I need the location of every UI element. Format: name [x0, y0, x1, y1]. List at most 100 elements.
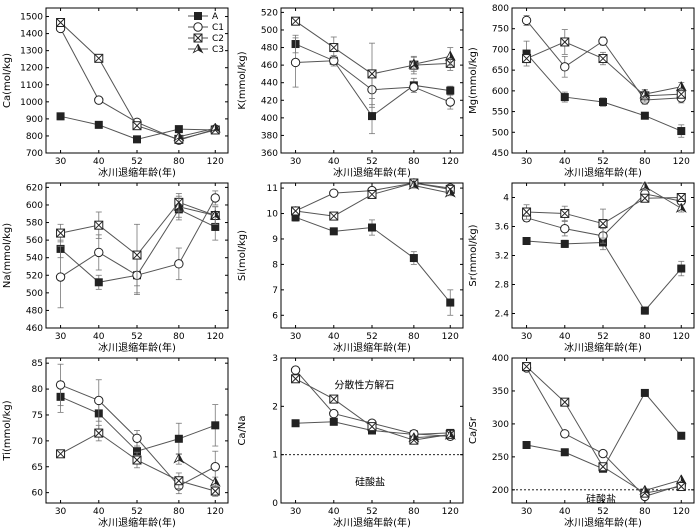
marker-C2: [132, 455, 142, 465]
x-tick-label: 80: [173, 157, 185, 167]
x-tick-label: 80: [408, 507, 420, 517]
marker-C1: [521, 15, 532, 26]
marker-A: [640, 388, 649, 397]
y-axis-label: Ca/Na: [237, 415, 248, 445]
y-tick-label: 520: [26, 271, 43, 281]
x-tick-label: 120: [673, 332, 690, 342]
marker-C2-diag2: [174, 476, 184, 486]
y-tick-label: 75: [32, 411, 43, 421]
y-tick-label: 400: [261, 114, 278, 124]
marker-C2-diag2: [367, 69, 377, 79]
x-tick-label: 30: [521, 332, 533, 342]
y-tick-label: 500: [492, 128, 509, 138]
marker-C2: [560, 208, 570, 218]
panel-ti: 60 65 70 75 80 85 30 40 52 80 120 冰川退缩年龄(年) Ti(mmol/…: [2, 357, 229, 529]
x-tick-label: 40: [328, 332, 340, 342]
marker-A: [211, 421, 220, 430]
x-tick-label: 30: [290, 332, 302, 342]
y-tick-label: 350: [492, 387, 509, 397]
marker-C2: [132, 121, 142, 131]
marker-C2: [291, 16, 301, 26]
x-tick-label: 80: [408, 332, 420, 342]
marker-A: [446, 86, 455, 95]
x-tick-label: 40: [559, 332, 571, 342]
series-line-C1: [295, 60, 451, 103]
x-tick-label: 120: [673, 507, 690, 517]
legend-label-C2: C2: [212, 34, 224, 44]
marker-C2-diag2: [598, 54, 608, 63]
y-tick-label: 540: [26, 254, 43, 264]
y-tick-label: 11: [267, 184, 278, 194]
y-axis-label: Na(mmol/kg): [2, 223, 13, 288]
marker-A: [522, 237, 531, 245]
marker-C2: [522, 207, 532, 217]
legend-label-C1: C1: [212, 23, 224, 33]
panel-mg: 450 500 550 600 650 700 750 800 30 40 52 80 120 冰川退缩年…: [468, 4, 695, 179]
marker-C2: [132, 250, 142, 260]
marker-C1: [132, 433, 142, 443]
marker-C2-diag2: [560, 37, 570, 47]
y-tick-label: 1300: [20, 47, 43, 57]
y-tick-label: 4: [503, 194, 509, 204]
marker-C1: [598, 448, 608, 459]
y-tick-label: 10: [267, 210, 279, 220]
plot-frame: [511, 182, 695, 329]
x-tick-label: 52: [131, 507, 142, 517]
x-tick-label: 30: [521, 157, 533, 167]
y-tick-label: 550: [492, 108, 509, 118]
marker-C3: [680, 81, 687, 92]
marker-C1: [329, 188, 339, 198]
legend-label-A: A: [212, 12, 219, 22]
panel-na: 460 480 500 520 540 560 580 600 620 30 40 52 80 120 冰川…: [2, 182, 229, 354]
marker-legend-C3: [197, 43, 204, 54]
marker-C2-diag2: [560, 209, 570, 218]
marker-C2-diag2: [132, 121, 142, 131]
marker-C3-half: [173, 131, 180, 142]
marker-C3-half: [444, 187, 451, 198]
marker-A: [329, 227, 338, 236]
y-tick-label: 8: [272, 260, 278, 270]
marker-C2-diag2: [676, 193, 686, 202]
y-axis-label: K(mmol/kg): [237, 51, 248, 109]
marker-A: [560, 239, 569, 248]
marker-C2: [291, 374, 301, 384]
marker-C2: [329, 394, 339, 404]
marker-C2: [94, 53, 104, 63]
marker-C2-diag2: [598, 219, 608, 228]
x-tick-label: 80: [639, 157, 651, 167]
marker-A: [677, 264, 686, 273]
marker-A: [94, 278, 103, 287]
y-tick-label: 1: [272, 451, 278, 461]
marker-C2-diag2: [598, 462, 608, 472]
marker-A: [446, 298, 455, 307]
series-line-C3: [413, 434, 451, 439]
y-tick-label: 3: [272, 354, 278, 364]
y-tick-label: 2.8: [495, 281, 510, 291]
marker-C3-half: [639, 181, 646, 192]
y-tick-label: 400: [492, 354, 509, 364]
marker-A: [94, 120, 103, 129]
marker-C2: [522, 362, 532, 372]
x-tick-label: 80: [173, 507, 185, 517]
x-tick-label: 30: [55, 507, 67, 517]
y-tick-label: 360: [261, 149, 278, 159]
marker-C3-half: [444, 51, 451, 61]
marker-C2-diag2: [367, 190, 377, 199]
x-tick-label: 40: [93, 332, 105, 342]
series-line-A: [526, 240, 682, 312]
y-tick-label: 9: [272, 235, 278, 245]
marker-C2: [329, 43, 339, 53]
y-tick-label: 450: [492, 149, 509, 159]
marker-C2: [676, 482, 686, 492]
x-tick-label: 80: [408, 157, 420, 167]
x-tick-label: 40: [559, 157, 571, 167]
marker-C2-diag2: [560, 397, 570, 407]
y-tick-label: 300: [492, 420, 509, 430]
y-tick-label: 460: [26, 324, 43, 334]
marker-C2: [367, 189, 377, 199]
y-tick-label: 480: [26, 306, 43, 316]
annotation-text: 分散性方解石: [334, 379, 394, 392]
marker-C1: [329, 408, 339, 419]
x-tick-label: 52: [366, 332, 377, 342]
